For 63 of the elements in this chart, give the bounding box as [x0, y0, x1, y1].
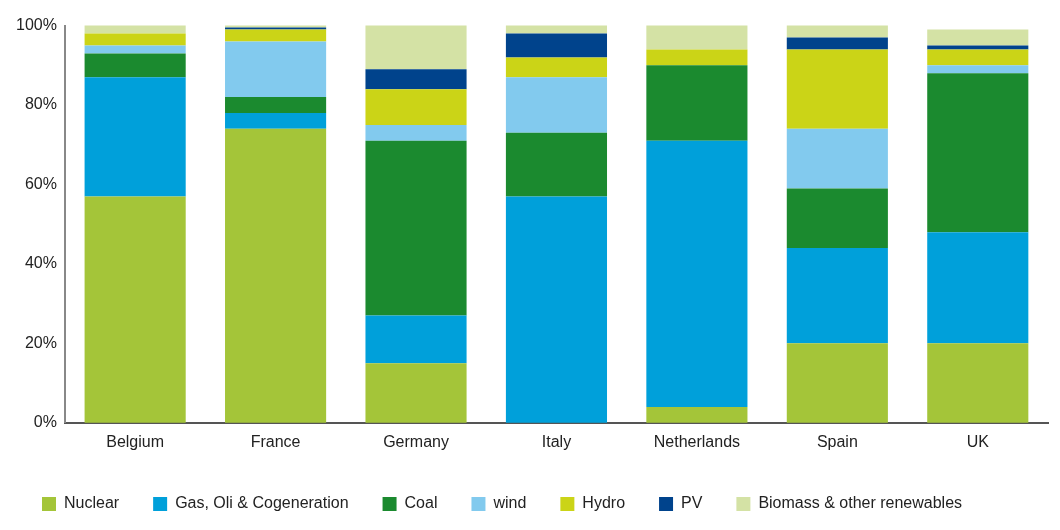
bar — [786, 37, 888, 50]
y-tick-label: 60% — [24, 174, 57, 192]
legend-label: wind — [492, 494, 527, 512]
bar — [365, 124, 467, 141]
bar — [786, 128, 888, 189]
bar — [225, 97, 327, 113]
bar — [927, 343, 1029, 423]
bar — [225, 112, 327, 129]
bar — [646, 140, 748, 407]
x-tick-label: Italy — [541, 432, 572, 450]
bar — [225, 41, 327, 98]
bar — [786, 343, 888, 423]
bar — [225, 128, 327, 423]
bar — [505, 132, 608, 197]
bar — [84, 25, 186, 34]
bar — [927, 73, 1029, 233]
bar — [927, 49, 1029, 66]
x-tick-label: Belgium — [106, 432, 165, 450]
bar — [365, 25, 467, 70]
bar — [786, 188, 888, 249]
bar — [646, 49, 748, 66]
bar — [646, 25, 748, 50]
bar — [927, 45, 1029, 50]
x-tick-label: Germany — [383, 432, 449, 450]
bar — [505, 25, 608, 34]
x-tick-label: France — [250, 432, 301, 450]
legend-label: PV — [681, 494, 703, 512]
legend-label: Coal — [404, 494, 438, 512]
legend-label: Biomass & other renewables — [758, 494, 963, 512]
x-tick-label: UK — [966, 432, 990, 450]
bar — [84, 45, 186, 54]
bar — [927, 65, 1029, 74]
bar — [786, 49, 888, 129]
bar — [365, 69, 467, 90]
bar — [927, 29, 1029, 46]
bar — [84, 33, 186, 46]
legend-label: Gas, Oli & Cogeneration — [175, 494, 349, 512]
bar — [365, 89, 467, 125]
bar — [786, 25, 888, 38]
legend-label: Nuclear — [64, 494, 120, 512]
bar — [365, 140, 467, 316]
bar — [84, 196, 186, 423]
bar — [365, 363, 467, 423]
bar — [927, 232, 1029, 344]
y-tick-label: 0% — [33, 413, 57, 431]
y-tick-label: 100% — [16, 16, 57, 34]
y-tick-label: 80% — [24, 95, 57, 113]
legend-label: Hydro — [582, 494, 626, 512]
bar — [84, 53, 186, 78]
bar — [646, 406, 748, 423]
bar — [84, 77, 186, 197]
y-tick-label: 20% — [24, 333, 57, 351]
bar — [365, 315, 467, 364]
bar — [225, 29, 327, 42]
bar — [505, 33, 608, 58]
bar — [505, 77, 608, 133]
bar — [646, 65, 748, 141]
x-tick-label: Spain — [816, 432, 858, 450]
bar — [505, 196, 608, 423]
bar — [786, 248, 888, 344]
y-tick-label: 40% — [24, 254, 57, 272]
x-tick-label: Netherlands — [653, 432, 741, 450]
bar — [505, 57, 608, 78]
